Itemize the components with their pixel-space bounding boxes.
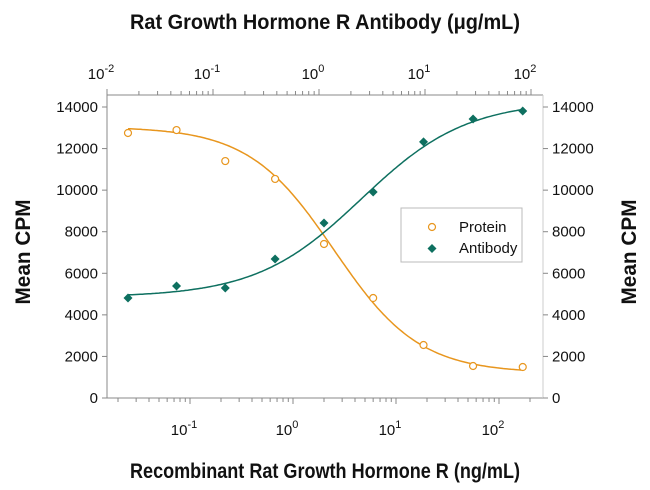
y-tick-label: 12000 bbox=[56, 141, 98, 158]
y-tick-label: 0 bbox=[90, 390, 98, 407]
data-point-protein bbox=[369, 293, 378, 303]
y-tick-label: 2000 bbox=[65, 348, 98, 365]
data-point-antibody bbox=[518, 106, 528, 116]
data-point-antibody bbox=[319, 218, 329, 228]
y-tick-label: 14000 bbox=[56, 99, 98, 116]
data-point-antibody bbox=[468, 114, 478, 124]
x-tick-label: 101 bbox=[379, 419, 402, 439]
x-top-tick-label: 10-2 bbox=[88, 63, 114, 83]
data-point-protein bbox=[319, 239, 329, 249]
legend-label-protein: Protein bbox=[459, 219, 507, 236]
legend-marker-protein bbox=[427, 222, 437, 232]
fit-curve-antibody bbox=[127, 108, 522, 296]
y-tick-label: 8000 bbox=[65, 224, 98, 241]
data-point-antibody bbox=[368, 187, 378, 197]
x-top-tick-label: 10-1 bbox=[194, 63, 220, 83]
data-point-protein bbox=[270, 174, 280, 184]
y2-tick-label: 0 bbox=[552, 390, 560, 407]
data-point-protein bbox=[468, 361, 478, 371]
y-tick-label: 10000 bbox=[56, 182, 98, 199]
y2-tick-label: 2000 bbox=[552, 348, 585, 365]
legend-label-antibody: Antibody bbox=[459, 240, 518, 257]
data-point-protein bbox=[518, 362, 527, 372]
y2-tick-label: 12000 bbox=[552, 141, 594, 158]
x-tick-label: 10-1 bbox=[171, 419, 197, 439]
data-point-antibody bbox=[220, 283, 230, 293]
x-tick-label: 100 bbox=[276, 419, 299, 439]
data-point-protein bbox=[172, 125, 181, 135]
chart-title: Rat Growth Hormone R Antibody (μg/mL) bbox=[130, 11, 520, 34]
legend-box bbox=[400, 207, 523, 263]
x-tick-label: 102 bbox=[482, 419, 505, 439]
legend: Protein Antibody bbox=[400, 207, 523, 263]
x-axis-label: Recombinant Rat Growth Hormone R (ng/mL) bbox=[130, 460, 520, 483]
fit-curve-protein bbox=[127, 127, 522, 371]
y2-tick-label: 6000 bbox=[552, 265, 585, 282]
data-point-protein bbox=[419, 340, 428, 350]
data-point-antibody bbox=[270, 254, 280, 264]
data-point-protein bbox=[123, 128, 133, 138]
y2-tick-label: 4000 bbox=[552, 307, 585, 324]
y2-axis-label: Mean CPM bbox=[618, 200, 641, 305]
x-top-tick-label: 101 bbox=[408, 63, 431, 83]
y-axis-label: Mean CPM bbox=[12, 200, 35, 305]
data-point-antibody bbox=[123, 293, 133, 303]
y2-tick-label: 10000 bbox=[552, 182, 594, 199]
data-point-antibody bbox=[172, 281, 182, 291]
data-point-protein bbox=[221, 156, 230, 166]
data-point-antibody bbox=[419, 137, 429, 147]
y2-tick-label: 8000 bbox=[552, 224, 585, 241]
y-tick-label: 6000 bbox=[65, 265, 98, 282]
x-top-tick-label: 102 bbox=[514, 63, 537, 83]
x-top-tick-label: 100 bbox=[302, 63, 325, 83]
legend-marker-antibody bbox=[427, 244, 437, 253]
y2-tick-label: 14000 bbox=[552, 99, 594, 116]
y-tick-label: 4000 bbox=[65, 307, 98, 324]
